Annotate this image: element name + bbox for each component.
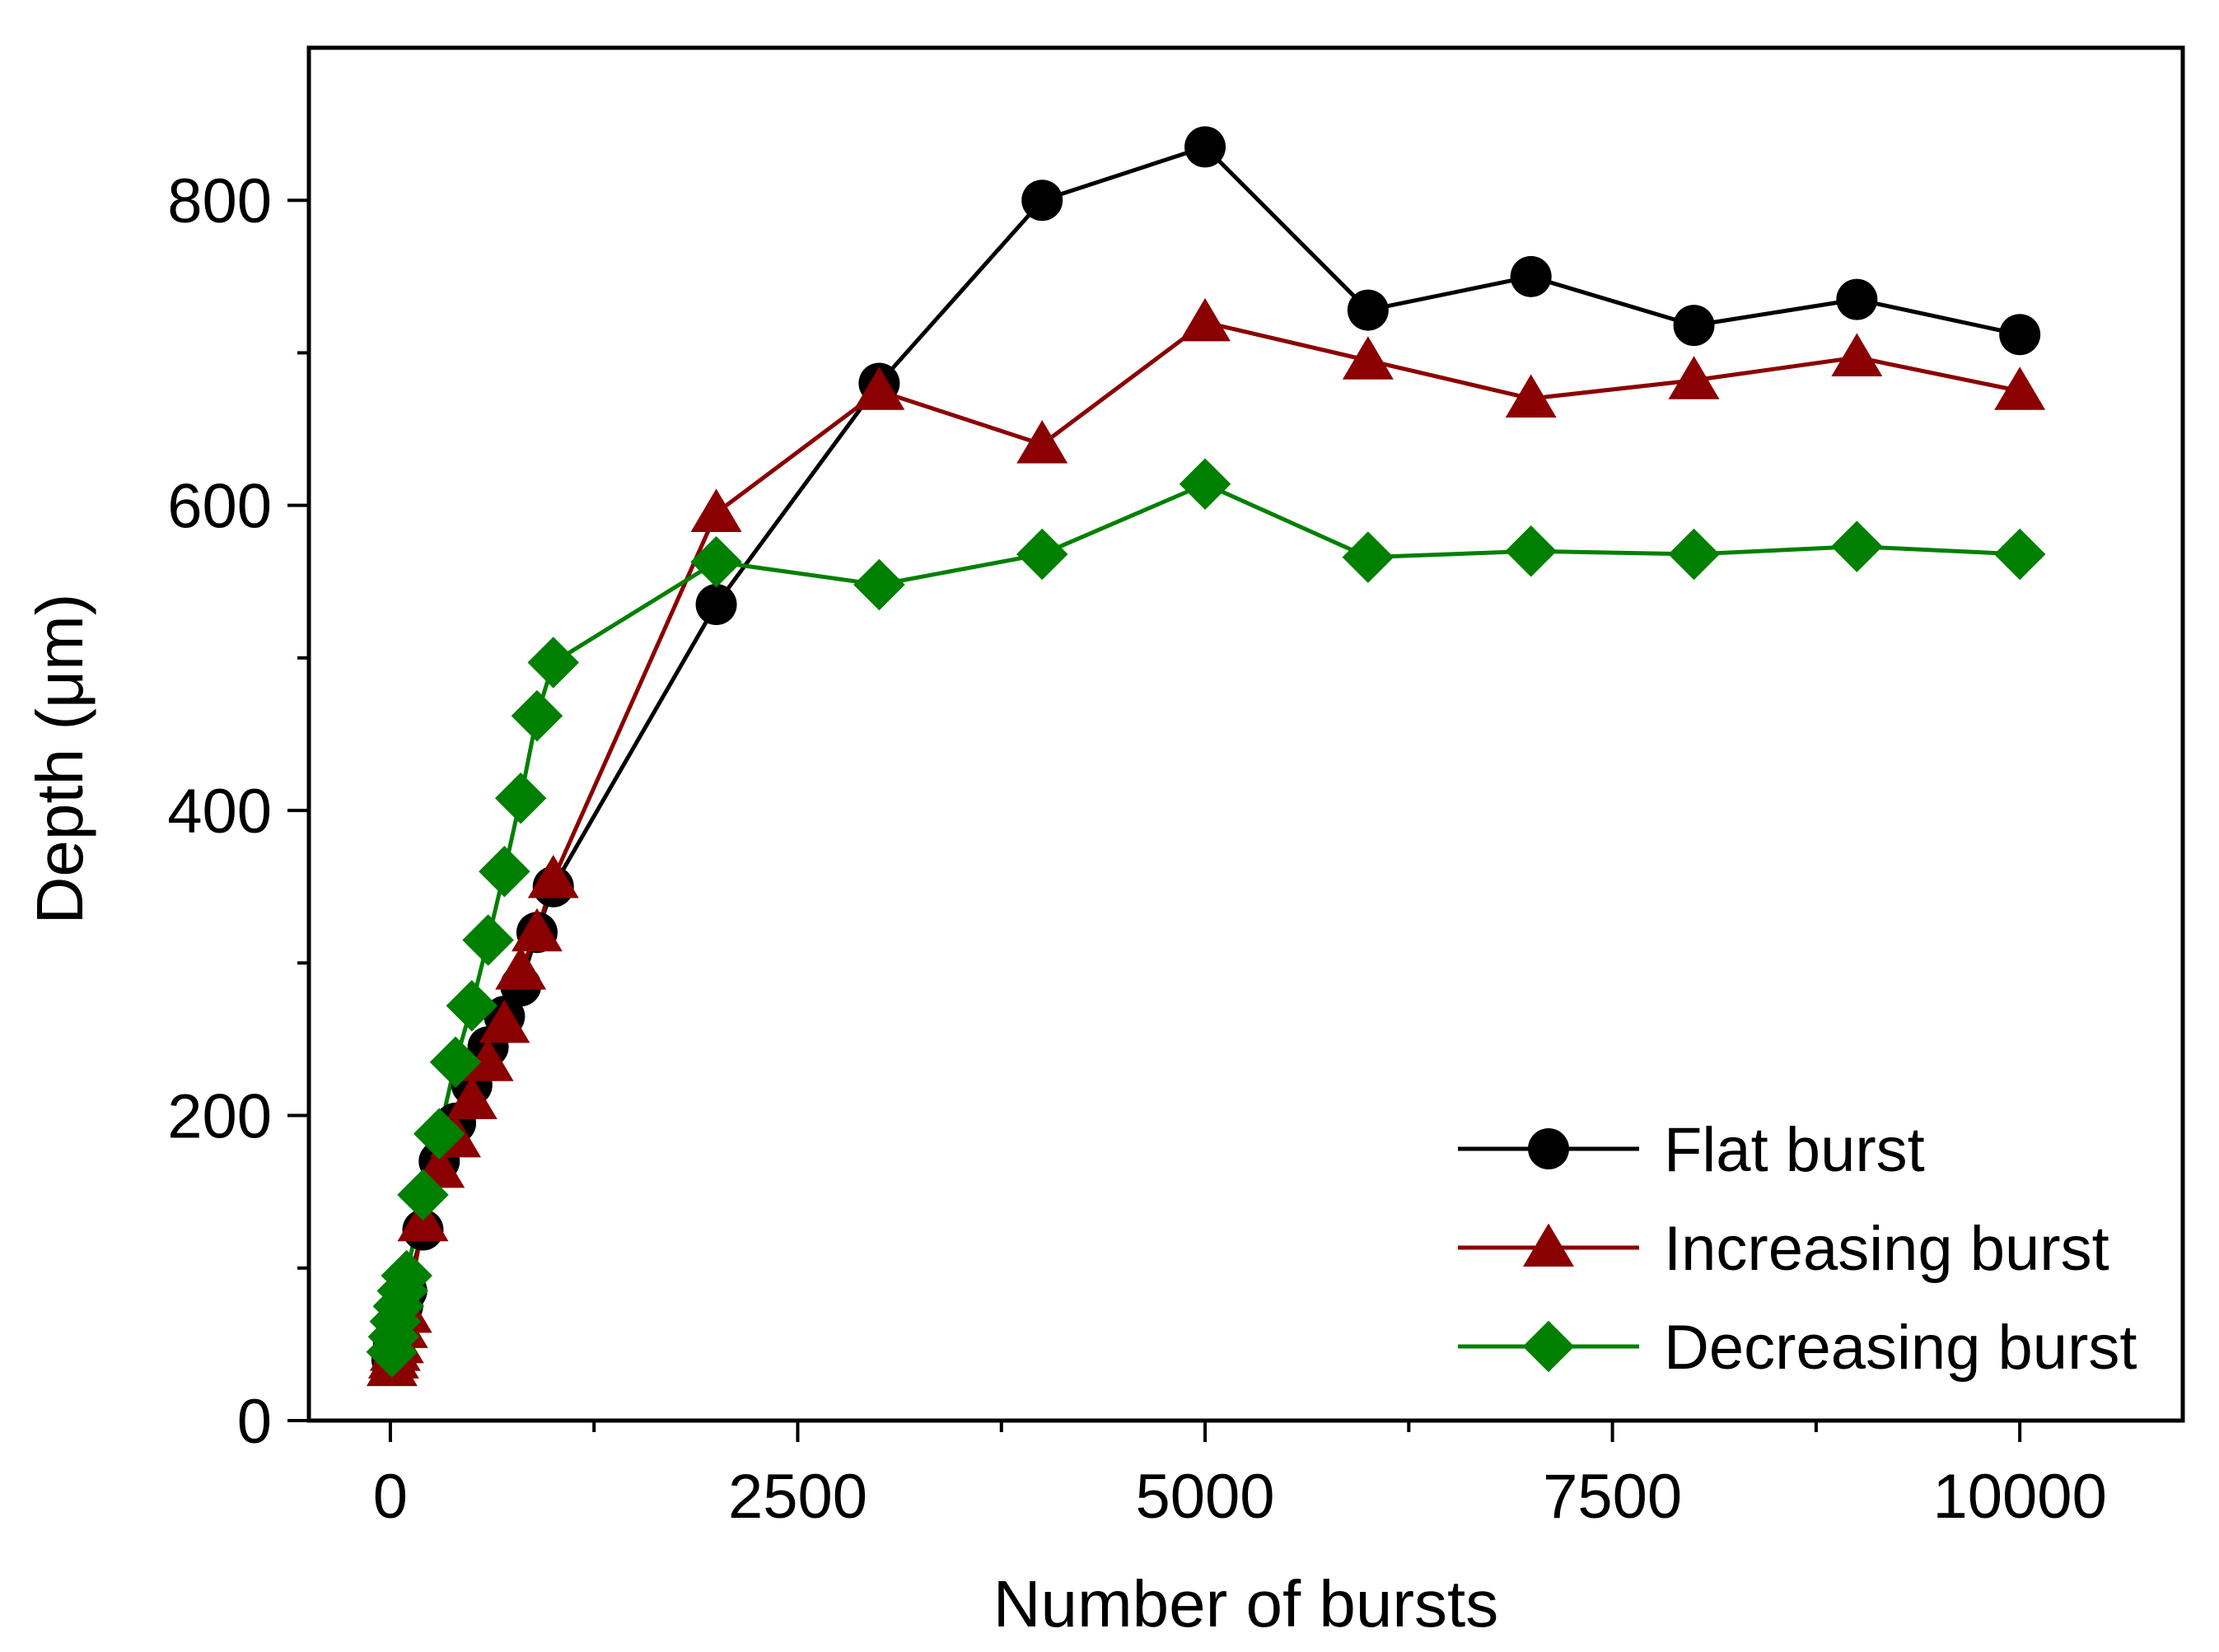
- legend-marker-increasing-burst: [1523, 1223, 1574, 1267]
- increasing-burst-point: [690, 488, 742, 532]
- x-tick-label: 0: [373, 1462, 408, 1532]
- increasing-burst-point: [462, 1038, 514, 1081]
- y-tick-label: 0: [237, 1387, 272, 1457]
- decreasing-burst-point: [479, 845, 530, 898]
- decreasing-burst-point: [690, 535, 742, 588]
- decreasing-burst-point: [511, 690, 563, 742]
- increasing-burst-point: [511, 908, 563, 952]
- decreasing-burst-point: [1505, 525, 1557, 577]
- legend-label-decreasing-burst: Decreasing burst: [1664, 1313, 2137, 1383]
- tick-labels: 0 2500 5000 7500 10000 0 200 400 600 800: [167, 166, 2107, 1532]
- legend: Flat burst Increasing burst Decreasing bur…: [1458, 1115, 2137, 1383]
- y-tick-label: 400: [167, 777, 272, 847]
- decreasing-burst-point: [381, 1249, 432, 1302]
- increasing-burst-point: [1831, 333, 1883, 377]
- y-tick-label: 200: [167, 1082, 272, 1152]
- decreasing-burst-point: [446, 979, 498, 1032]
- decreasing-burst-point: [413, 1108, 465, 1160]
- flat-burst-point: [1673, 305, 1715, 347]
- increasing-burst-point: [1180, 297, 1231, 342]
- x-tick-label: 2500: [728, 1462, 867, 1532]
- decreasing-burst-point: [1179, 458, 1231, 510]
- decreasing-burst-point: [462, 914, 514, 966]
- decreasing-burst-point: [853, 558, 905, 611]
- decreasing-burst-point: [1668, 528, 1720, 581]
- flat-burst-point: [1836, 278, 1878, 320]
- decreasing-burst-point: [1831, 520, 1883, 572]
- legend-marker-flat-burst: [1528, 1128, 1569, 1169]
- decreasing-burst-point: [1016, 528, 1068, 581]
- x-tick-label: 5000: [1136, 1462, 1275, 1532]
- increasing-burst-point: [1342, 336, 1394, 380]
- decreasing-burst-point: [397, 1169, 449, 1221]
- flat-burst-point: [695, 584, 737, 626]
- flat-burst-point: [1510, 255, 1552, 297]
- plot-frame: [306, 45, 2185, 1423]
- legend-marker-decreasing-burst: [1522, 1320, 1575, 1373]
- y-tick-label: 600: [167, 472, 272, 542]
- legend-label-flat-burst: Flat burst: [1664, 1115, 1925, 1185]
- decreasing-burst-point: [1342, 531, 1394, 583]
- decreasing-burst-point: [429, 1036, 482, 1088]
- flat-burst-point: [1021, 180, 1063, 222]
- legend-label-increasing-burst: Increasing burst: [1664, 1214, 2109, 1284]
- increasing-burst-point: [1016, 420, 1068, 464]
- decreasing-burst-point: [1993, 528, 2046, 581]
- y-axis-title: Depth (μm): [23, 594, 96, 925]
- decreasing-burst-point: [494, 772, 547, 824]
- increasing-burst-point: [853, 366, 905, 410]
- major-ticks: [287, 198, 2022, 1442]
- increasing-burst-point: [1505, 374, 1557, 418]
- increasing-burst-point: [527, 854, 579, 898]
- x-tick-label: 10000: [1933, 1462, 2107, 1532]
- x-tick-label: 7500: [1543, 1462, 1682, 1532]
- series-markers: [366, 126, 2046, 1387]
- increasing-burst-point: [1668, 356, 1720, 399]
- increasing-burst-point: [446, 1076, 498, 1120]
- x-axis-title: Number of bursts: [993, 1567, 1499, 1640]
- increasing-burst-point: [1994, 366, 2046, 410]
- flat-burst-point: [1184, 126, 1226, 168]
- y-tick-label: 800: [167, 166, 272, 236]
- increasing-burst-point: [479, 999, 530, 1043]
- decreasing-burst-point: [527, 637, 579, 688]
- increasing-burst-point: [495, 946, 547, 990]
- flat-burst-point: [1347, 289, 1389, 331]
- flat-burst-point: [1999, 314, 2041, 356]
